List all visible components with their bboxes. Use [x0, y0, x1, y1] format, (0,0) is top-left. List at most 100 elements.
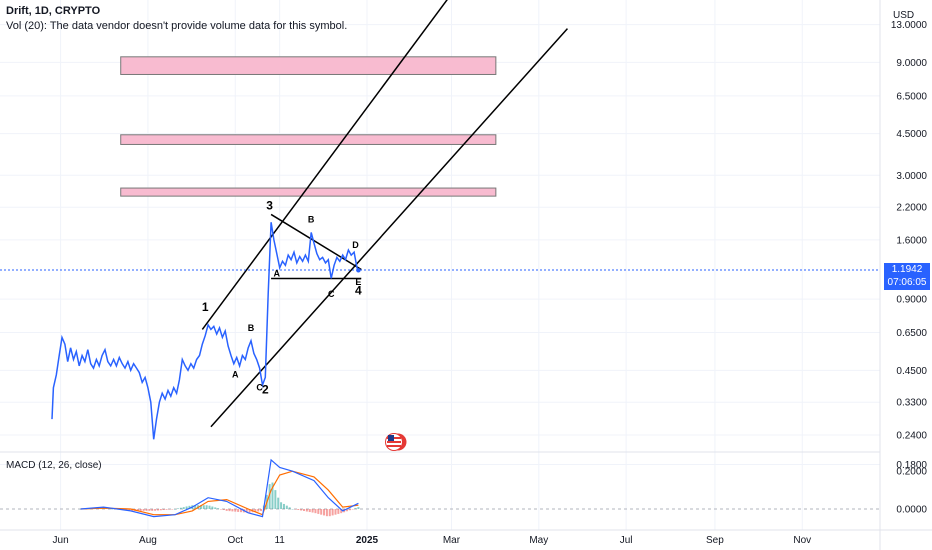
macd-histogram-bar — [237, 509, 240, 512]
wave-label: B — [308, 214, 315, 224]
time-tick-label: Sep — [706, 535, 724, 546]
macd-histogram-bar — [323, 509, 326, 516]
macd-histogram-bar — [225, 509, 228, 511]
wave-label: B — [248, 323, 255, 333]
macd-histogram-bar — [297, 509, 300, 511]
wave-label: A — [274, 269, 281, 279]
macd-histogram-bar — [194, 505, 197, 509]
macd-histogram-bar — [248, 509, 251, 513]
macd-histogram-bar — [159, 509, 162, 511]
price-tick-label: 1.6000 — [896, 235, 927, 246]
time-tick-label: 2025 — [356, 535, 379, 546]
macd-histogram-bar — [145, 509, 148, 511]
wave-label: 1 — [202, 300, 209, 314]
price-tick-label: 3.0000 — [896, 171, 927, 182]
wave-label: C — [328, 289, 335, 299]
macd-histogram-bar — [311, 509, 314, 513]
macd-histogram-bar — [268, 484, 271, 509]
macd-histogram-bar — [288, 507, 291, 509]
macd-histogram-bar — [174, 509, 177, 510]
macd-histogram-bar — [219, 509, 222, 510]
macd-histogram-bar — [234, 509, 237, 512]
macd-histogram-bar — [357, 507, 360, 509]
wave-label: 2 — [262, 382, 269, 396]
trend-lines — [201, 0, 569, 428]
wave-label: E — [355, 277, 361, 287]
macd-histogram-bar — [171, 509, 174, 510]
macd-histogram-bar — [291, 509, 294, 510]
time-tick-label: Oct — [227, 535, 243, 546]
last-price-dot — [356, 268, 361, 273]
macd-histogram-bar — [199, 505, 202, 509]
macd-histogram-bar — [151, 509, 154, 511]
price-tick-label: 9.0000 — [896, 58, 927, 69]
volume-note: Vol (20): The data vendor doesn't provid… — [6, 20, 348, 32]
macd-histogram-bar — [179, 507, 182, 509]
macd-histogram-bar — [308, 509, 311, 513]
macd-histogram-bar — [260, 509, 263, 512]
macd-histogram-bar — [205, 505, 208, 509]
wave-label: 3 — [266, 199, 273, 213]
time-tick-label: Nov — [793, 535, 811, 546]
macd-histogram-bar — [108, 508, 111, 510]
macd-histogram-bar — [202, 505, 205, 509]
macd-signal-line — [80, 470, 359, 516]
time-tick-label: May — [529, 535, 548, 546]
macd-histogram-bar — [185, 506, 188, 509]
macd-histogram-bar — [156, 509, 159, 511]
wave-label: 4 — [355, 284, 362, 298]
macd-histogram-bar — [111, 508, 114, 510]
macd-histogram-bar — [162, 509, 165, 511]
price-tick-label: 0.3300 — [896, 398, 927, 409]
price-tick-label: 0.4500 — [896, 366, 927, 377]
macd-histogram-bar — [165, 509, 168, 510]
macd-histogram-bar — [325, 509, 328, 517]
wave-label: D — [352, 240, 359, 250]
price-tick-label: 2.2000 — [896, 203, 927, 214]
grid-lines — [0, 0, 880, 530]
resistance-zone — [120, 187, 497, 197]
wave-label: A — [232, 369, 239, 379]
macd-histogram-bar — [277, 497, 280, 509]
macd-histogram-bar — [142, 509, 145, 511]
resistance-zone — [120, 56, 497, 75]
time-tick-label: Jun — [53, 535, 69, 546]
macd-histogram-bar — [271, 482, 274, 509]
price-tick-label: 0.1800 — [896, 460, 927, 471]
bar-countdown: 07:06:05 — [887, 277, 927, 288]
macd-tick-label: 0.2000 — [896, 467, 927, 478]
macd-histogram-bar — [257, 509, 260, 512]
macd-histogram-bar — [320, 509, 323, 515]
trend-line — [201, 0, 448, 330]
macd-histogram-bar — [245, 509, 248, 513]
price-axis-ticks: 18.000013.00009.00006.50004.50003.00002.… — [891, 20, 928, 471]
macd-histogram-bar — [228, 509, 231, 512]
price-series-line — [51, 222, 360, 440]
macd-histogram-bar — [148, 509, 151, 511]
symbol-title: Drift, 1D, CRYPTO — [6, 5, 101, 17]
macd-histogram-bar — [331, 509, 334, 516]
current-price-badge: 1.1942 07:06:05 — [884, 263, 930, 290]
price-tick-label: 4.5000 — [896, 129, 927, 140]
macd-histogram-bar — [176, 508, 179, 509]
macd-histogram-bar — [182, 507, 185, 509]
us-flag-icon[interactable] — [385, 432, 407, 452]
current-price-value: 1.1942 — [891, 264, 923, 275]
macd-histogram-bar — [231, 509, 234, 512]
macd-histogram-bar — [222, 509, 225, 511]
macd-histogram-bar — [239, 509, 242, 513]
macd-histogram-bar — [354, 508, 357, 509]
macd-histogram-bar — [282, 503, 285, 509]
macd-histogram-bar — [154, 509, 157, 511]
macd-histogram-bar — [351, 509, 354, 510]
macd-histogram-bar — [280, 502, 283, 509]
price-tick-label: 0.2400 — [896, 430, 927, 441]
time-tick-label: Jul — [620, 535, 633, 546]
currency-unit[interactable]: USD — [893, 10, 915, 21]
macd-histogram-bar — [302, 509, 305, 512]
macd-histogram-bar — [348, 509, 351, 511]
macd-histogram-bar — [334, 509, 337, 515]
wave-label: C — [256, 382, 263, 392]
